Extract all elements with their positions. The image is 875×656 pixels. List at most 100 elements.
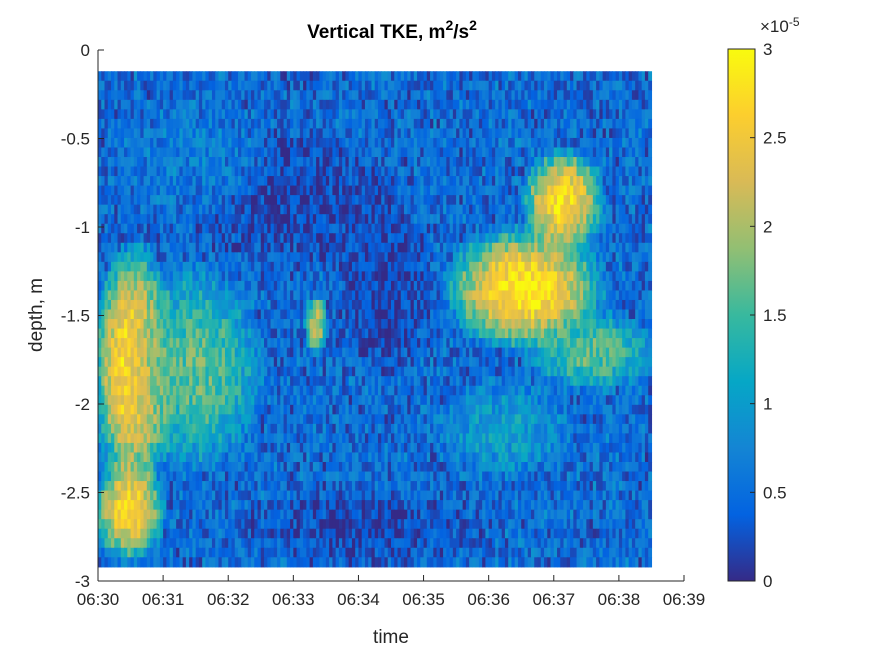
heatmap-cell xyxy=(641,90,646,101)
heatmap-cell xyxy=(159,242,164,253)
heatmap-cell xyxy=(150,299,154,311)
heatmap-cell xyxy=(557,80,561,91)
heatmap-cell xyxy=(644,319,649,330)
heatmap-cell xyxy=(560,109,565,120)
heatmap-cell xyxy=(472,233,477,244)
heatmap-cell xyxy=(179,309,184,320)
heatmap-cell xyxy=(195,252,200,263)
heatmap-cell xyxy=(583,80,587,91)
heatmap-cell xyxy=(547,147,552,158)
heatmap-cell xyxy=(264,147,268,158)
heatmap-cell xyxy=(218,109,223,120)
heatmap-cell xyxy=(348,137,353,149)
heatmap-cell xyxy=(374,242,379,253)
heatmap-cell xyxy=(342,328,347,339)
heatmap-cell xyxy=(596,261,600,272)
heatmap-cell xyxy=(446,252,451,263)
heatmap-cell xyxy=(563,338,568,349)
heatmap-cell xyxy=(638,319,643,330)
heatmap-cell xyxy=(430,242,434,253)
heatmap-cell xyxy=(413,90,418,101)
heatmap-cell xyxy=(325,271,330,282)
heatmap-cell xyxy=(257,166,262,177)
heatmap-cell xyxy=(159,109,164,120)
heatmap-cell xyxy=(576,309,581,320)
heatmap-cell xyxy=(146,99,151,110)
heatmap-cell xyxy=(143,319,148,330)
heatmap-cell xyxy=(563,319,568,330)
heatmap-cell xyxy=(586,309,591,320)
heatmap-cell xyxy=(550,157,555,168)
heatmap-cell xyxy=(234,347,239,358)
heatmap-cell xyxy=(351,176,356,187)
heatmap-cell xyxy=(544,214,548,225)
heatmap-cell xyxy=(488,299,493,311)
heatmap-cell xyxy=(215,242,220,253)
heatmap-cell xyxy=(309,195,314,206)
heatmap-cell xyxy=(244,347,249,358)
heatmap-cell xyxy=(143,128,148,139)
heatmap-cell xyxy=(342,195,347,206)
heatmap-cell xyxy=(351,214,356,225)
heatmap-cell xyxy=(504,157,509,168)
heatmap-cell xyxy=(140,347,145,358)
heatmap-cell xyxy=(426,280,431,292)
heatmap-cell xyxy=(482,185,487,196)
heatmap-cell xyxy=(485,233,490,244)
heatmap-cell xyxy=(436,157,441,168)
heatmap-cell xyxy=(377,185,382,196)
heatmap-cell xyxy=(599,223,604,234)
heatmap-cell xyxy=(241,204,246,215)
heatmap-cell xyxy=(394,338,399,349)
heatmap-cell xyxy=(332,71,337,82)
heatmap-cell xyxy=(172,157,177,168)
heatmap-cell xyxy=(446,90,451,101)
heatmap-cell xyxy=(452,195,457,206)
heatmap-cell xyxy=(433,80,438,91)
heatmap-cell xyxy=(459,328,464,339)
heatmap-cell xyxy=(381,328,386,339)
heatmap-cell xyxy=(215,80,220,91)
heatmap-cell xyxy=(364,157,369,168)
heatmap-cell xyxy=(436,185,441,196)
heatmap-cell xyxy=(394,195,399,206)
heatmap-cell xyxy=(439,147,444,158)
heatmap-cell xyxy=(169,261,174,272)
heatmap-cell xyxy=(394,214,399,225)
heatmap-cell xyxy=(530,328,535,339)
heatmap-cell xyxy=(146,299,151,311)
heatmap-cell xyxy=(208,157,213,168)
heatmap-cell xyxy=(267,214,272,225)
heatmap-cell xyxy=(573,309,578,320)
heatmap-cell xyxy=(257,280,262,292)
heatmap-cell xyxy=(635,280,640,292)
heatmap-cell xyxy=(312,109,317,120)
heatmap-cell xyxy=(355,299,360,311)
heatmap-cell xyxy=(576,328,581,339)
heatmap-cell xyxy=(452,157,457,168)
heatmap-cell xyxy=(195,280,200,292)
heatmap-cell xyxy=(628,328,633,339)
heatmap-cell xyxy=(169,290,174,301)
heatmap-cell xyxy=(459,261,464,272)
heatmap-cell xyxy=(374,204,379,215)
heatmap-cell xyxy=(530,80,535,91)
heatmap-cell xyxy=(508,90,513,101)
heatmap-cell xyxy=(638,118,643,130)
heatmap-cell xyxy=(472,128,477,139)
heatmap-cell xyxy=(140,71,145,82)
heatmap-cell xyxy=(537,99,542,110)
heatmap-cell xyxy=(296,214,301,225)
heatmap-cell xyxy=(176,299,180,311)
heatmap-cell xyxy=(501,309,506,320)
heatmap-cell xyxy=(586,280,591,292)
heatmap-cell xyxy=(264,233,268,244)
heatmap-cell xyxy=(592,157,597,168)
heatmap-cell xyxy=(433,176,438,187)
heatmap-cell xyxy=(137,137,141,149)
heatmap-cell xyxy=(254,261,259,272)
heatmap-cell xyxy=(130,280,135,292)
heatmap-cell xyxy=(270,147,275,158)
heatmap-cell xyxy=(182,214,187,225)
heatmap-cell xyxy=(433,271,438,282)
